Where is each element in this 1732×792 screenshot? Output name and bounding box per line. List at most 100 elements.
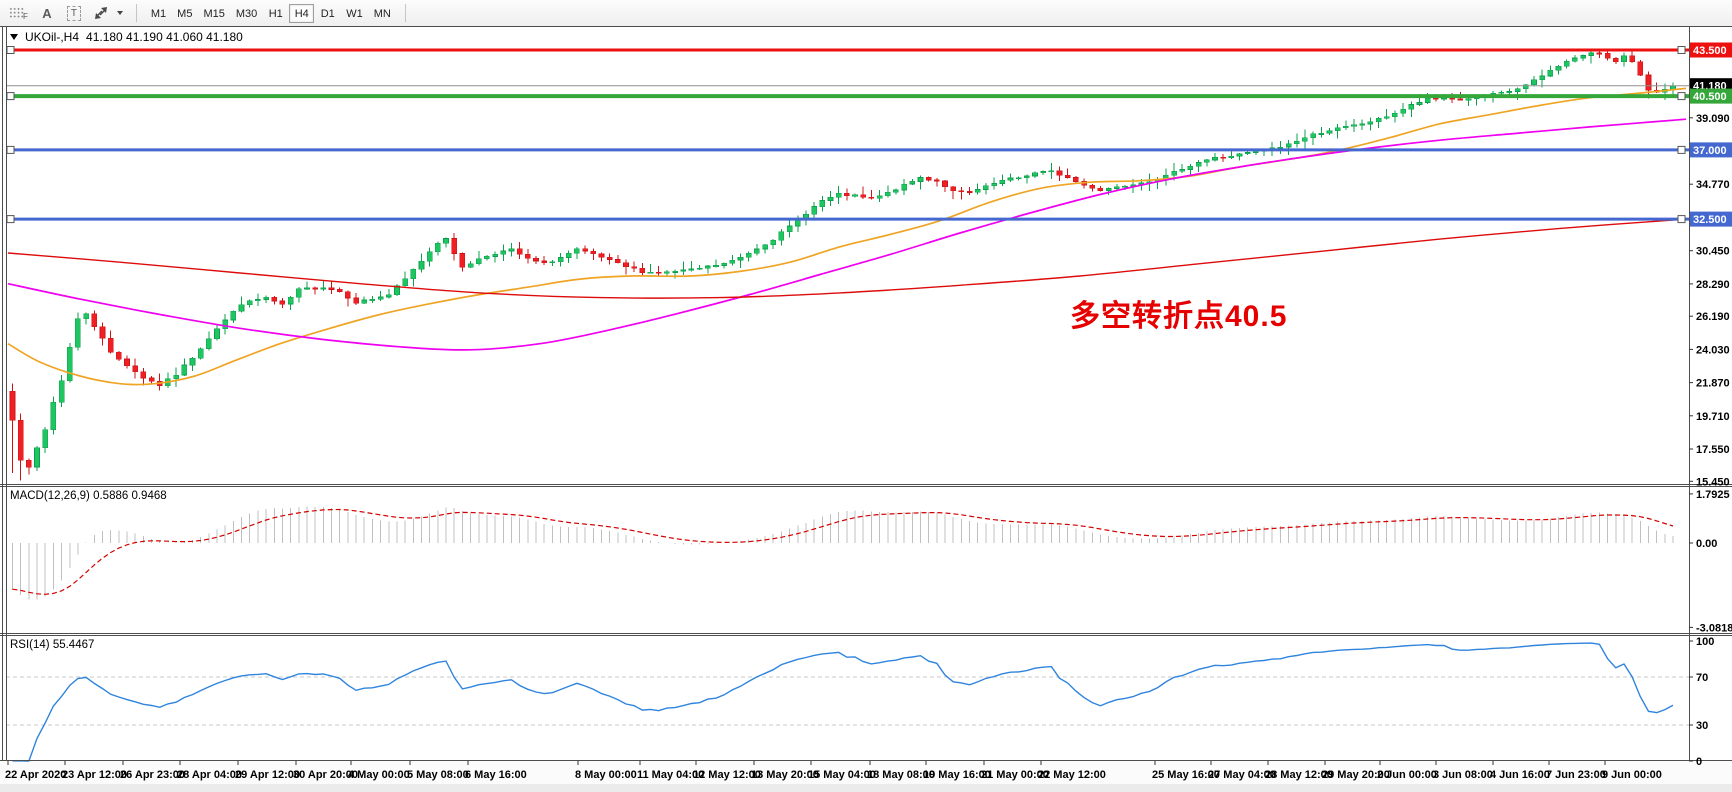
arrows-tool-button[interactable]	[89, 3, 113, 23]
time-axis-label: 13 May 20:00	[751, 769, 819, 781]
macd-histogram	[12, 506, 1674, 600]
price-axis-label: 17.550	[1696, 444, 1730, 456]
rsi-axis-label: 100	[1696, 636, 1714, 648]
line-handle[interactable]	[1677, 145, 1686, 154]
arrows-icon	[94, 7, 107, 19]
fibonacci-tool-button[interactable]: F	[5, 3, 32, 23]
time-axis-label: 9 Jun 00:00	[1602, 769, 1662, 781]
time-axis-label: 11 May 04:00	[637, 769, 704, 781]
horizontal-line-37.000[interactable]	[6, 145, 1689, 154]
timeframe-button-H4[interactable]: H4	[289, 3, 315, 23]
macd-axis-label: -3.0818	[1696, 622, 1732, 634]
horizontal-line-43.500[interactable]	[6, 46, 1689, 54]
line-handle[interactable]	[1677, 46, 1686, 54]
time-axis-label: 23 Apr 12:00	[62, 769, 127, 781]
time-axis-label: 2 Jun 00:00	[1377, 769, 1437, 781]
time-axis-label: 27 May 04:00	[1208, 769, 1276, 781]
timeframe-button-D1[interactable]: D1	[320, 7, 335, 20]
time-axis-label: 28 May 12:00	[1265, 769, 1333, 781]
price-axis-label: 34.770	[1696, 179, 1730, 191]
price-chip-32.500	[1690, 211, 1732, 227]
text-icon: A	[42, 5, 52, 21]
macd-axis-label: 0.00	[1696, 538, 1717, 550]
time-axis-label: 18 May 08:00	[867, 769, 935, 781]
chart-annotation-text[interactable]: 多空转折点40.5	[1070, 300, 1288, 333]
rsi-axis-label: 0	[1696, 756, 1702, 768]
time-axis-label: 29 May 20:00	[1322, 769, 1390, 781]
price-axis-label: 39.090	[1696, 113, 1730, 125]
price-chip-40.500	[1690, 88, 1732, 104]
arrows-dropdown-caret-icon[interactable]	[116, 11, 123, 15]
timeframe-button-W1[interactable]: W1	[346, 7, 363, 20]
toolbar: F A T M1 M5 M15 M30 H1 H4 D1 W1 MN	[0, 0, 1732, 26]
timeframe-button-M30[interactable]: M30	[235, 7, 258, 20]
price-axis-label: 30.450	[1696, 246, 1730, 258]
pane-borders	[0, 26, 1732, 761]
line-handle[interactable]	[1677, 215, 1686, 224]
rsi-line	[12, 642, 1674, 762]
price-axis[interactable]: 43.50041.18040.50039.09037.00034.77032.5…	[1689, 42, 1732, 489]
time-axis[interactable]	[0, 761, 1732, 784]
chart-header: UKOil-,H4 41.180 41.190 41.060 41.180	[10, 30, 243, 44]
toolbar-separator	[404, 4, 406, 22]
price-chip-43.500	[1690, 42, 1732, 58]
price-axis-label: 21.870	[1696, 378, 1730, 390]
time-axis-label: 7 Jun 23:00	[1546, 769, 1606, 781]
line-handle[interactable]	[6, 92, 15, 101]
fibonacci-icon	[9, 7, 24, 19]
horizontal-line-32.500[interactable]	[6, 215, 1689, 224]
line-handle[interactable]	[6, 145, 15, 154]
timeframe-button-group: M1 M5 M15 M30 H1 H4 D1 W1 MN	[146, 3, 396, 23]
fibonacci-icon-label: F	[23, 12, 28, 21]
time-axis-label: 3 Jun 08:00	[1433, 769, 1493, 781]
candles	[9, 50, 1676, 481]
timeframe-button-M15[interactable]: M15	[203, 7, 225, 20]
macd-axis-label: 1.7925	[1696, 489, 1730, 501]
timeframe-button-H1[interactable]: H1	[268, 7, 283, 20]
time-axis-label: 4 May 00:00	[348, 769, 410, 781]
line-handle[interactable]	[1677, 92, 1686, 101]
rsi-axis-label: 70	[1696, 672, 1708, 684]
time-axis-label: 26 Apr 23:00	[120, 769, 185, 781]
line-handle[interactable]	[6, 215, 15, 224]
label-tool-button[interactable]: T	[62, 3, 86, 23]
indicator-axes[interactable]: 1.7925 0.00 -3.0818 100 70 30 0	[1689, 489, 1732, 768]
price-axis-label: 15.450	[1696, 476, 1730, 488]
line-handle[interactable]	[6, 46, 15, 54]
ma-line-slow	[7, 218, 1687, 299]
price-chip-label: 37.000	[1693, 145, 1727, 157]
time-axis-label: 19 May 16:00	[923, 769, 991, 781]
price-axis-label: 19.710	[1696, 411, 1730, 423]
macd-signal-line	[12, 508, 1674, 595]
timeframe-button-MN[interactable]: MN	[373, 7, 391, 20]
toolbar-separator	[135, 4, 137, 22]
text-tool-button[interactable]: A	[35, 3, 59, 23]
time-axis-label: 4 Jun 16:00	[1490, 769, 1550, 781]
price-chip-label: 43.500	[1693, 45, 1727, 57]
macd-indicator-label: MACD(12,26,9) 0.5886 0.9468	[10, 490, 167, 502]
time-axis-label: 15 May 04:00	[808, 769, 876, 781]
time-axis-label: 29 Apr 12:00	[235, 769, 300, 781]
price-chip-label: 40.500	[1693, 91, 1727, 103]
time-axis-label: 25 May 16:00	[1152, 769, 1220, 781]
time-axis-label: 21 May 00:00	[981, 769, 1049, 781]
ma-line-fast	[7, 87, 1687, 386]
price-axis-label: 26.190	[1696, 311, 1730, 323]
bottom-band	[0, 784, 1732, 792]
time-axis-label: 22 Apr 2020	[5, 769, 66, 781]
symbol-period-label: UKOil-,H4	[25, 30, 80, 44]
price-chip-37.000	[1690, 142, 1732, 158]
timeframe-button-M5[interactable]: M5	[177, 7, 193, 20]
price-axis-label: 24.030	[1696, 344, 1730, 356]
time-axis-label: 30 Apr 20:00	[293, 769, 358, 781]
timeframe-button-M1[interactable]: M1	[150, 7, 167, 20]
collapse-triangle-icon[interactable]	[10, 34, 18, 40]
label-icon: T	[66, 5, 81, 21]
time-axis-label: 28 Apr 04:00	[177, 769, 242, 781]
rsi-indicator-label: RSI(14) 55.4467	[10, 639, 95, 651]
time-axis-label: 5 May 08:00	[407, 769, 469, 781]
rsi-axis-label: 30	[1696, 720, 1708, 732]
